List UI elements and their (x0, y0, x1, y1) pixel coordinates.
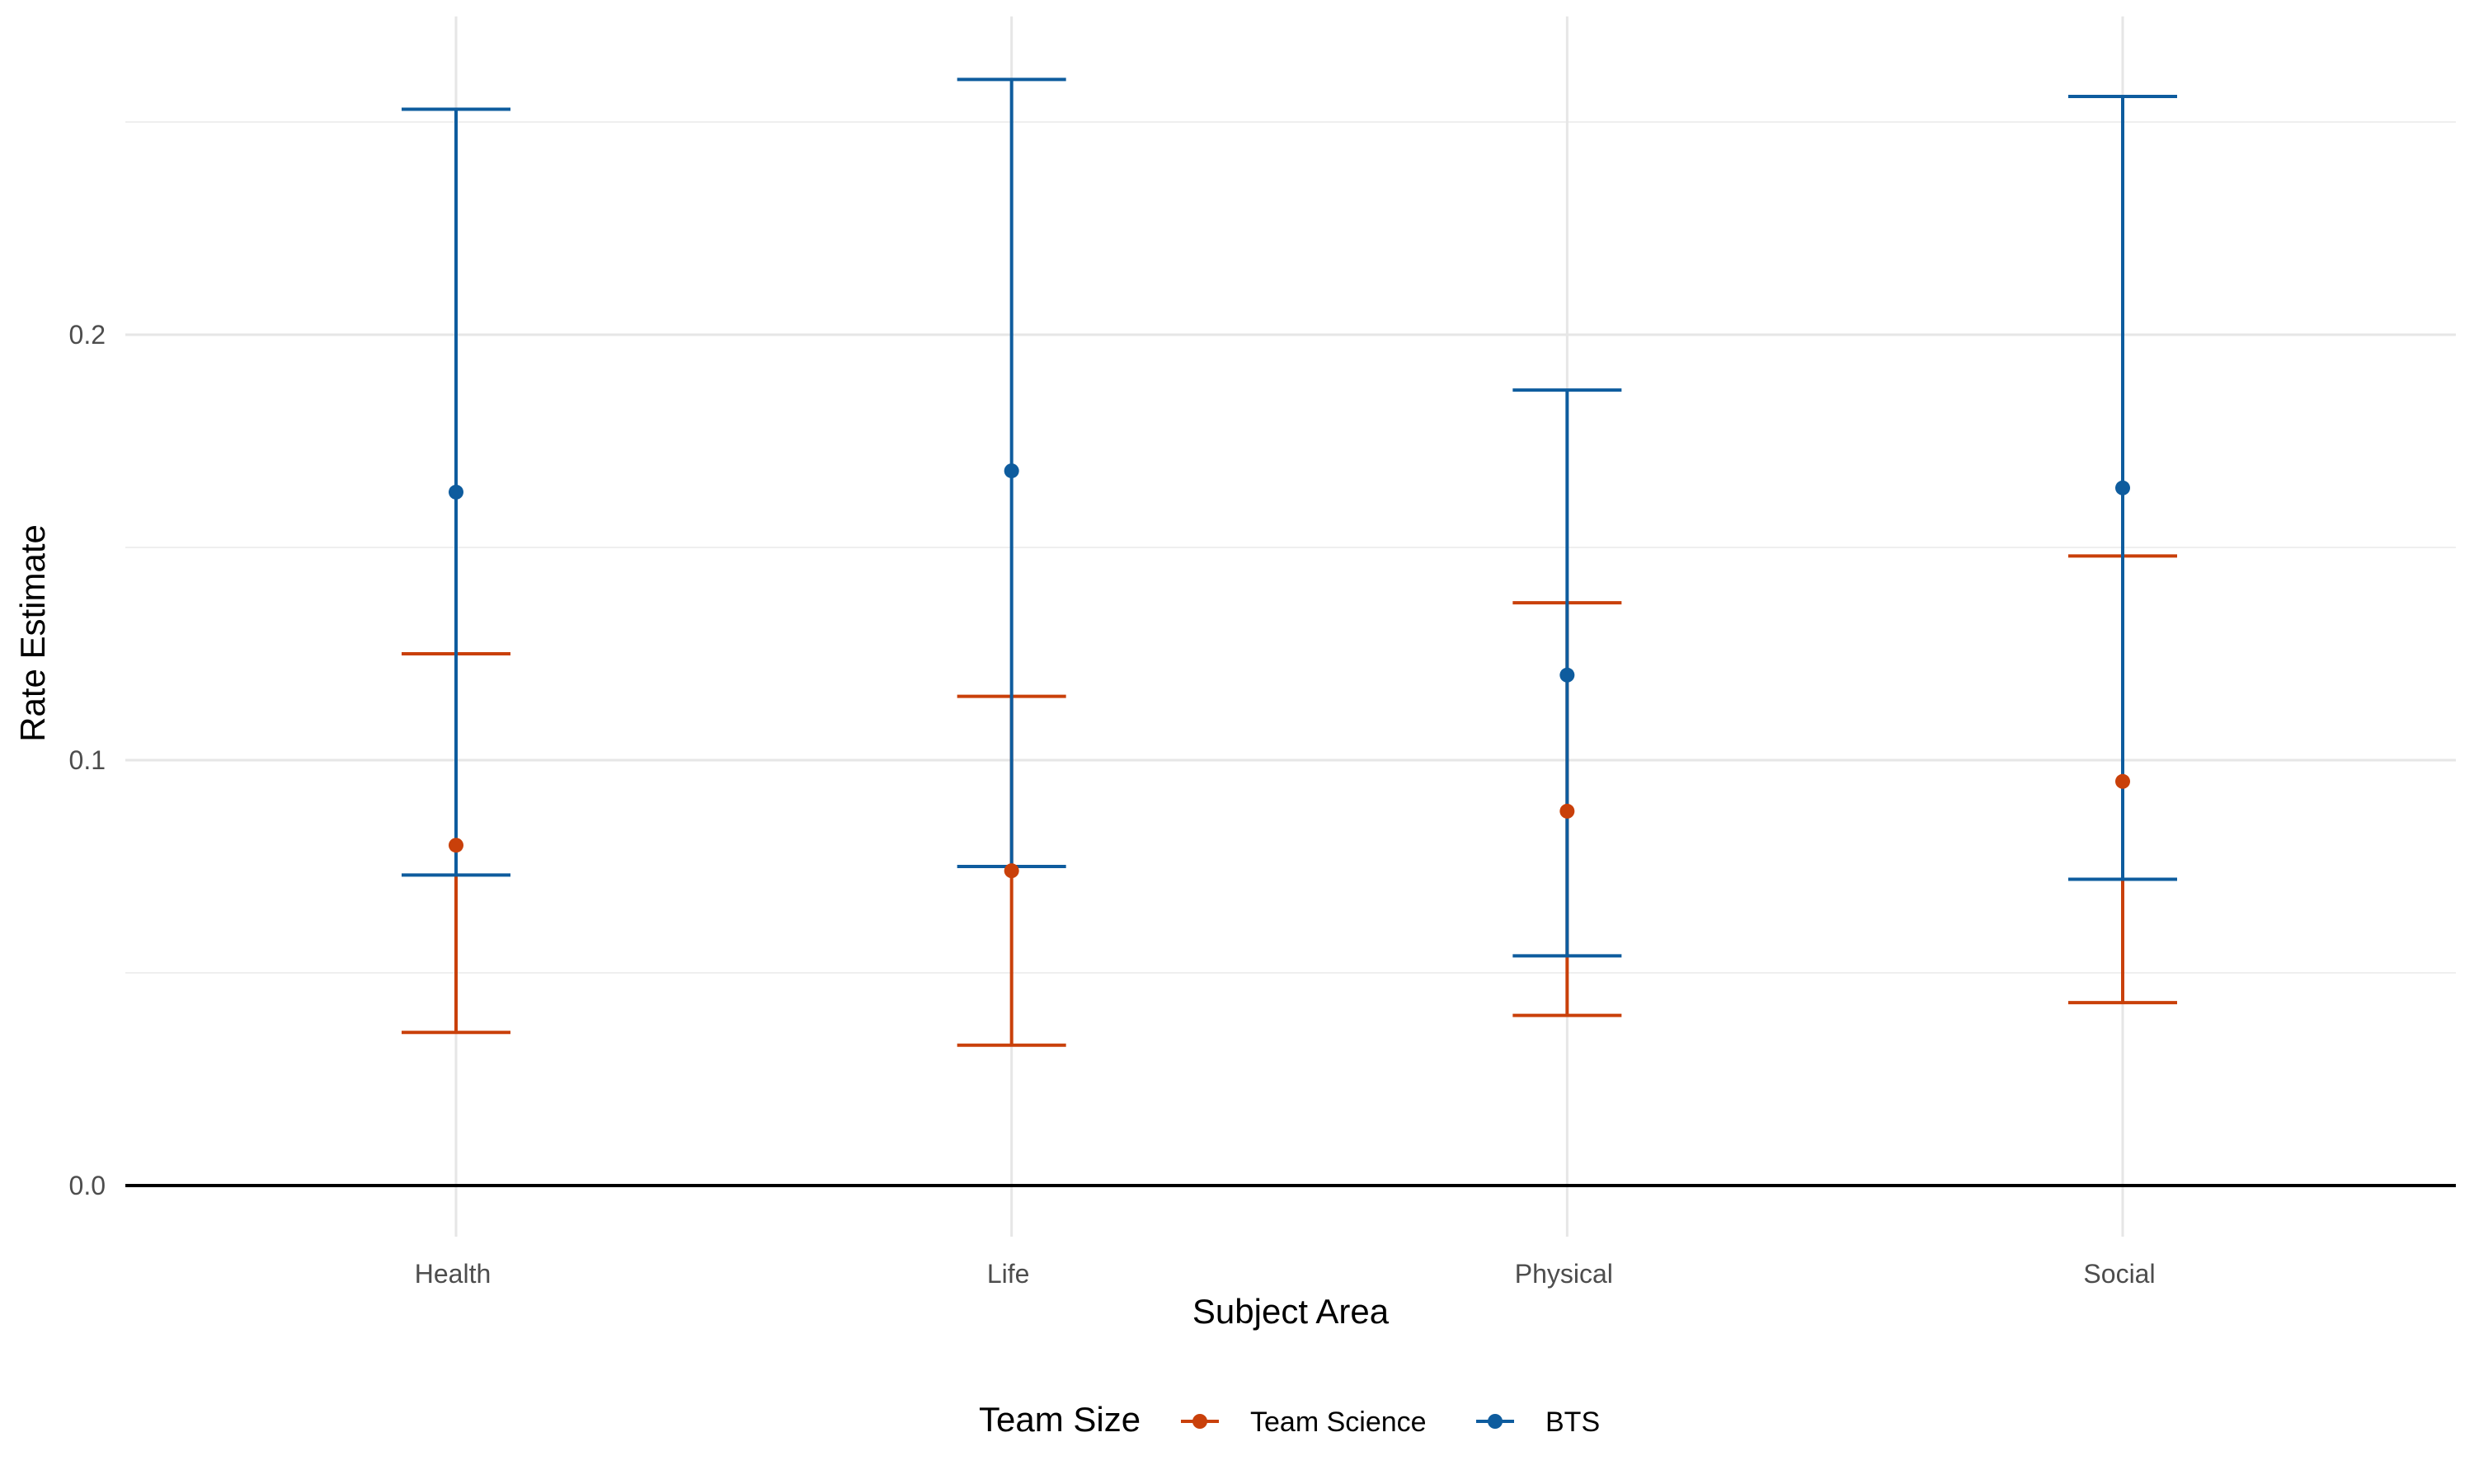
legend-entry-bts: BTS (1476, 1407, 1600, 1438)
series-bts (402, 77, 2177, 958)
estimate-point (1559, 803, 1575, 819)
points-team-science (449, 773, 2130, 879)
x-axis-title: Subject Area (1192, 1292, 1390, 1331)
estimate-point (2115, 773, 2130, 789)
legend-label: Team Science (1250, 1407, 1427, 1438)
estimate-point (1559, 667, 1575, 683)
legend-key-point (1192, 1414, 1207, 1429)
x-axis-ticks: Health Life Physical Social (415, 1259, 2156, 1289)
legend: Team Size Team Science BTS (979, 1400, 1600, 1439)
x-tick-label: Life (987, 1259, 1030, 1289)
estimate-point (449, 484, 463, 500)
estimate-point (449, 838, 463, 853)
points-bts (449, 463, 2130, 683)
legend-key-point (1488, 1414, 1503, 1429)
y-axis-title: Rate Estimate (13, 524, 52, 742)
series-layer (402, 77, 2177, 1047)
y-tick-label: 0.2 (69, 320, 106, 350)
estimate-point (1004, 863, 1019, 879)
y-axis-ticks: 0.0 0.1 0.2 (69, 320, 106, 1200)
legend-title: Team Size (979, 1400, 1141, 1439)
x-tick-label: Social (2083, 1259, 2155, 1289)
grid (125, 16, 2456, 1237)
y-tick-label: 0.1 (69, 745, 106, 775)
estimate-point (1004, 463, 1019, 479)
estimate-point (2115, 480, 2130, 495)
legend-entry-team-science: Team Science (1181, 1407, 1427, 1438)
series-team-science (402, 554, 2177, 1047)
legend-label: BTS (1545, 1407, 1600, 1438)
x-tick-label: Physical (1515, 1259, 1613, 1289)
x-tick-label: Health (415, 1259, 492, 1289)
y-tick-label: 0.0 (69, 1171, 106, 1200)
